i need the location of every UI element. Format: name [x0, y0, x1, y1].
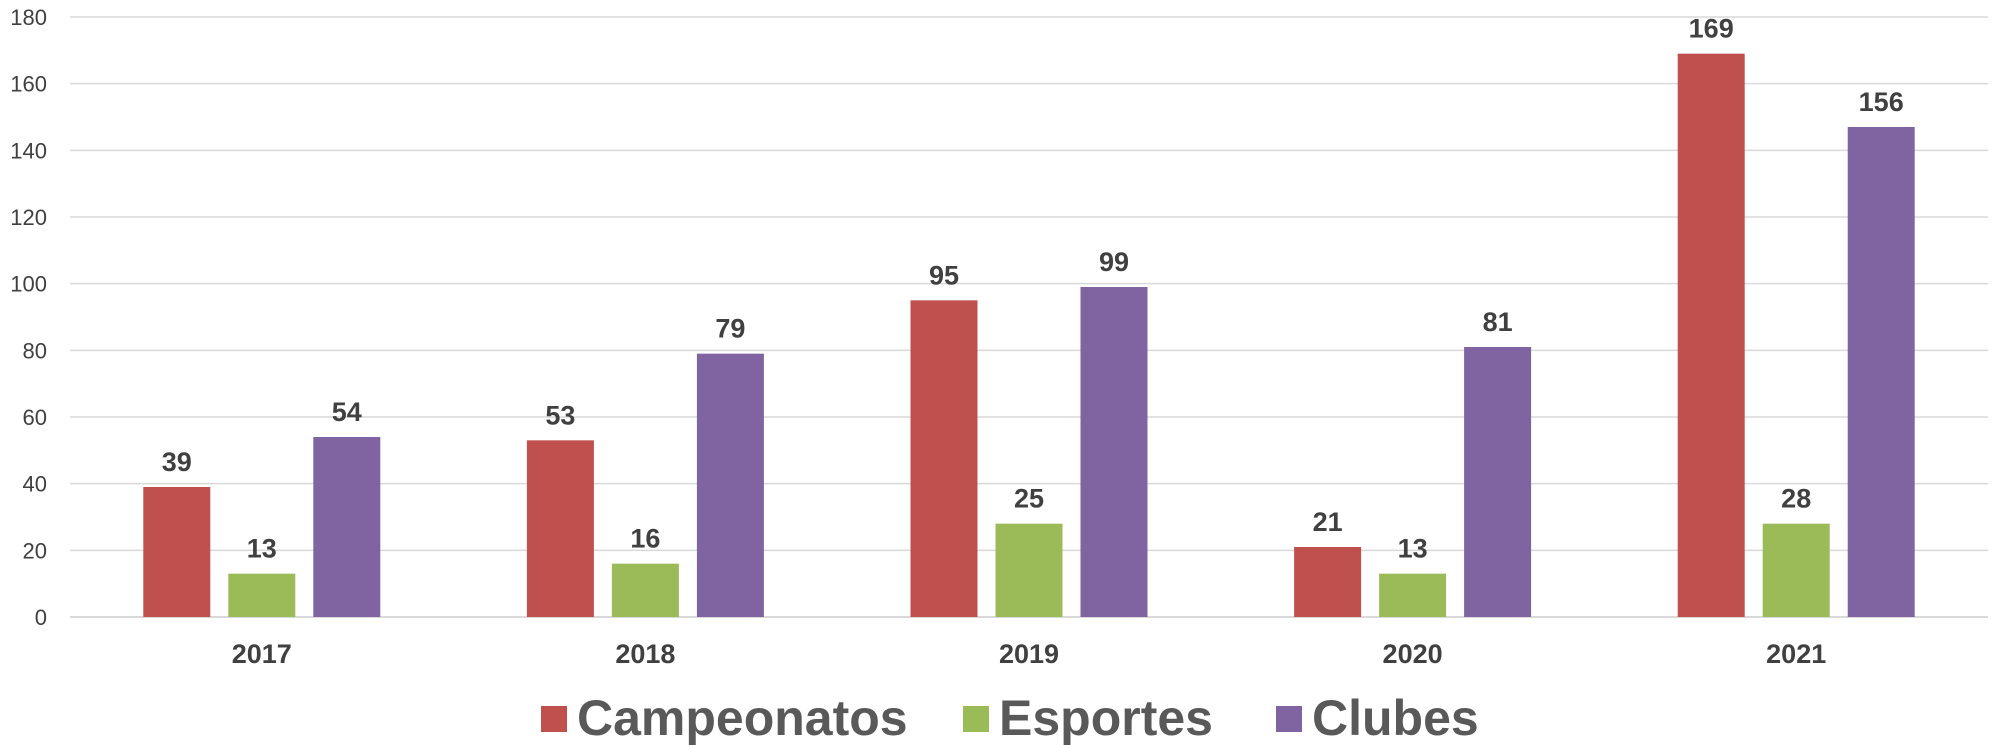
- y-tick-label: 60: [23, 405, 47, 430]
- data-label: 28: [1781, 484, 1811, 514]
- bar-campeonatos-2019: [910, 300, 978, 617]
- bar-esportes-2019: [995, 523, 1063, 617]
- legend-item-esportes: Esportes: [963, 690, 1213, 745]
- data-label: 99: [1099, 247, 1129, 277]
- bar-campeonatos-2021: [1677, 53, 1745, 617]
- bar-clubes-2020: [1464, 347, 1532, 617]
- bar-clubes-2017: [313, 437, 381, 617]
- bar-campeonatos-2020: [1294, 547, 1362, 617]
- data-label: 81: [1483, 307, 1513, 337]
- bar-campeonatos-2017: [143, 487, 211, 617]
- y-tick-label: 120: [10, 205, 47, 230]
- legend-swatch: [963, 706, 989, 732]
- y-tick-label: 100: [10, 272, 47, 297]
- y-tick-label: 20: [23, 538, 47, 563]
- x-tick-label: 2020: [1383, 639, 1443, 669]
- data-label: 13: [247, 534, 277, 564]
- bar-esportes-2021: [1762, 523, 1830, 617]
- y-tick-label: 160: [10, 72, 47, 97]
- y-tick-label: 180: [10, 5, 47, 30]
- legend-label: Campeonatos: [577, 690, 908, 745]
- data-label: 169: [1689, 14, 1734, 44]
- x-tick-label: 2019: [999, 639, 1059, 669]
- legend-label: Clubes: [1312, 690, 1479, 745]
- legend-swatch: [541, 706, 567, 732]
- data-label: 13: [1398, 534, 1428, 564]
- data-labels: 39 13 54 53 16 79 95 25 99 21 13 81 169 28 156: [162, 14, 1904, 564]
- x-tick-label: 2021: [1766, 639, 1826, 669]
- gridlines: [70, 16, 1988, 618]
- y-axis-ticks: 0 20 40 60 80 100 120 140 160 180: [10, 5, 47, 630]
- y-tick-label: 0: [35, 605, 47, 630]
- bar-campeonatos-2018: [526, 440, 594, 617]
- data-label: 156: [1859, 87, 1904, 117]
- legend-item-campeonatos: Campeonatos: [541, 690, 908, 745]
- data-label: 16: [630, 524, 660, 554]
- y-tick-label: 40: [23, 472, 47, 497]
- bar-esportes-2018: [611, 563, 679, 617]
- bar-clubes-2019: [1080, 287, 1148, 617]
- y-tick-label: 140: [10, 138, 47, 163]
- data-label: 25: [1014, 484, 1044, 514]
- bar-esportes-2020: [1379, 573, 1447, 617]
- legend-label: Esportes: [999, 690, 1213, 745]
- data-label: 39: [162, 447, 192, 477]
- x-tick-label: 2018: [615, 639, 675, 669]
- x-axis-ticks: 2017 2018 2019 2020 2021: [232, 639, 1826, 669]
- legend: Campeonatos Esportes Clubes: [541, 690, 1479, 745]
- data-label: 54: [332, 397, 362, 427]
- y-tick-label: 80: [23, 338, 47, 363]
- data-label: 95: [929, 260, 959, 290]
- x-tick-label: 2017: [232, 639, 292, 669]
- bars: [143, 53, 1915, 617]
- bar-esportes-2017: [228, 573, 296, 617]
- data-label: 21: [1313, 507, 1343, 537]
- bar-clubes-2018: [696, 353, 764, 617]
- legend-swatch: [1276, 706, 1302, 732]
- data-label: 79: [715, 314, 745, 344]
- data-label: 53: [545, 400, 575, 430]
- bar-clubes-2021: [1847, 127, 1915, 617]
- legend-item-clubes: Clubes: [1276, 690, 1479, 745]
